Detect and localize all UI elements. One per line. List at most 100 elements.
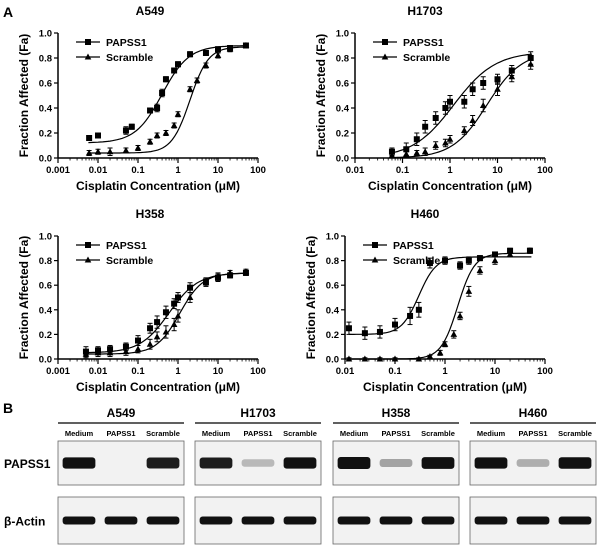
data-point: [388, 152, 396, 158]
data-point: [476, 255, 483, 262]
x-tick-label: 100: [537, 366, 553, 377]
data-point: [494, 76, 501, 83]
data-point: [527, 60, 535, 67]
data-point: [345, 355, 353, 362]
data-point: [85, 149, 93, 156]
data-point: [476, 266, 484, 273]
legend-label: PAPSS1: [106, 37, 147, 49]
y-tick-label: 0.6: [39, 79, 52, 90]
data-point: [214, 273, 222, 280]
blot-group-a549: A549 Medium PAPSS1 Scramble: [57, 406, 185, 545]
data-point: [122, 147, 130, 153]
legend-label: Scramble: [403, 52, 450, 64]
blot-lane-label: Scramble: [146, 429, 180, 438]
x-tick-label: 0.1: [131, 165, 145, 176]
data-point: [106, 148, 114, 155]
fit-curve: [390, 58, 533, 159]
legend-marker: [371, 256, 379, 263]
y-axis-label: Fraction Affected (Fa): [17, 34, 31, 158]
y-tick-label: 0.0: [336, 154, 349, 165]
series-scramble: Scramble: [345, 247, 534, 362]
data-point: [154, 319, 161, 326]
data-point: [154, 105, 161, 111]
data-point: [147, 325, 154, 332]
blot-cell-line-title: A549: [107, 406, 136, 420]
fit-curve: [349, 252, 532, 360]
series-papss1: PAPSS1: [373, 37, 534, 156]
data-point: [422, 123, 429, 130]
y-axis-label: Fraction Affected (Fa): [304, 236, 318, 360]
chart-title: H460: [411, 207, 440, 221]
blot-band: [199, 457, 233, 469]
y-tick-label: 0.4: [39, 104, 53, 115]
blot-lane-label: Medium: [477, 429, 506, 438]
x-tick-label: 10: [213, 366, 224, 377]
blot-band: [379, 516, 413, 525]
data-point: [415, 355, 423, 362]
blot-lane-label: Medium: [340, 429, 369, 438]
y-tick-label: 1.0: [39, 29, 52, 40]
y-tick-label: 0.4: [336, 104, 350, 115]
blot-cell-line-title: H358: [382, 406, 411, 420]
blot-band: [62, 457, 96, 469]
y-tick-label: 1.0: [39, 232, 52, 243]
chart-title: A549: [136, 4, 165, 18]
data-point: [174, 110, 182, 117]
data-point: [174, 312, 182, 319]
data-point: [153, 132, 161, 138]
data-point: [128, 123, 135, 130]
blot-band: [337, 457, 371, 469]
chart-h358: H358 0.0 0.2 0.4 0.6 0.8 1.0 0.001 0.01 0.1 1 10 100…: [17, 207, 266, 394]
data-point: [432, 115, 439, 121]
data-point: [450, 330, 458, 337]
data-point: [415, 306, 422, 313]
data-point: [147, 107, 154, 114]
x-tick-label: 0.01: [336, 366, 355, 377]
data-point: [508, 67, 515, 74]
data-point: [469, 86, 476, 93]
x-tick-label: 0.001: [46, 366, 70, 377]
data-point: [441, 340, 449, 347]
data-point: [171, 67, 178, 74]
data-point: [345, 325, 352, 332]
y-tick-label: 0.8: [39, 54, 52, 65]
blot-band: [146, 516, 180, 525]
panel-b-letter: B: [3, 400, 13, 416]
blot-band: [199, 516, 233, 525]
data-point: [170, 122, 178, 128]
x-axis-label: Cisplatin Concentration (μM): [363, 380, 527, 394]
blot-band: [62, 516, 96, 525]
data-point: [465, 287, 473, 294]
y-tick-label: 1.0: [326, 232, 339, 243]
x-axis-label: Cisplatin Concentration (μM): [368, 179, 532, 193]
data-point: [508, 73, 516, 80]
legend-marker: [382, 39, 388, 45]
series-scramble: Scramble: [76, 255, 250, 359]
y-tick-label: 0.6: [39, 281, 52, 292]
data-point: [456, 312, 464, 319]
chart-title: H358: [136, 207, 165, 221]
data-point: [186, 85, 194, 92]
x-tick-label: 10: [490, 366, 501, 377]
x-tick-label: 100: [250, 366, 266, 377]
x-tick-label: 1: [175, 165, 181, 176]
blot-lane-label: PAPSS1: [518, 429, 547, 438]
legend-label: PAPSS1: [403, 37, 444, 49]
data-point: [202, 279, 210, 286]
data-point: [122, 343, 129, 350]
blot-cell-line-title: H460: [519, 406, 548, 420]
data-point: [426, 353, 434, 360]
y-tick-label: 0.2: [39, 330, 52, 341]
x-tick-label: 0.01: [89, 366, 108, 377]
legend-label: Scramble: [106, 255, 153, 267]
fit-curve: [390, 53, 533, 154]
data-point: [479, 102, 487, 108]
data-point: [146, 138, 154, 145]
series-scramble: Scramble: [76, 42, 250, 156]
data-point: [442, 139, 449, 146]
blot-lane-label: Scramble: [421, 429, 455, 438]
legend-label: Scramble: [393, 255, 440, 267]
blot-band: [104, 516, 138, 525]
y-tick-label: 0.0: [39, 154, 52, 165]
